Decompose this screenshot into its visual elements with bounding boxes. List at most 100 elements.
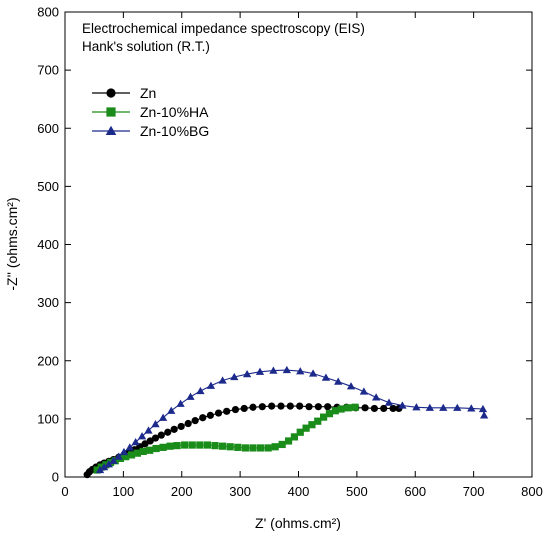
data-point	[361, 404, 369, 412]
data-point	[286, 402, 294, 410]
data-point	[296, 367, 305, 375]
data-point	[191, 417, 199, 425]
y-tick-label: 200	[37, 353, 59, 368]
axis-ticks: 0 100 200 300 400 500 600 700 800 0 100 200 300 400 50…	[37, 5, 543, 500]
data-point	[308, 369, 318, 377]
legend-label: Zn	[140, 85, 156, 101]
data-point	[412, 403, 421, 411]
data-point	[240, 404, 248, 413]
annotation-line-1: Electrochemical impedance spectroscopy (…	[82, 21, 365, 36]
data-point	[308, 421, 316, 429]
data-point	[157, 431, 165, 439]
data-point	[249, 403, 257, 411]
data-point	[219, 442, 227, 450]
data-point	[453, 403, 462, 411]
data-point	[196, 441, 204, 449]
data-point	[344, 404, 352, 412]
data-point	[296, 402, 304, 410]
data-point	[223, 407, 231, 415]
data-point	[125, 443, 134, 451]
data-point	[211, 442, 219, 450]
x-tick-label: 800	[521, 484, 543, 499]
data-point	[152, 444, 160, 453]
data-point	[158, 413, 168, 421]
data-point	[99, 462, 109, 471]
y-tick-label: 800	[37, 5, 59, 20]
legend-entry: Zn-10%HA	[92, 104, 209, 120]
data-point	[139, 447, 147, 456]
data-point	[425, 403, 434, 411]
series-layer	[83, 365, 489, 479]
data-point	[119, 447, 129, 456]
y-tick-label: 100	[37, 411, 59, 426]
data-point	[467, 404, 476, 412]
data-point	[389, 404, 397, 413]
data-point	[296, 428, 304, 436]
data-point	[230, 372, 239, 381]
data-point	[177, 422, 185, 431]
data-point	[351, 403, 359, 411]
data-point	[151, 419, 160, 428]
data-point	[133, 449, 141, 457]
data-point	[102, 461, 110, 469]
data-point	[268, 402, 276, 410]
y-tick-label: 500	[37, 179, 59, 194]
data-point	[176, 399, 185, 407]
data-point	[370, 404, 378, 413]
data-point	[186, 392, 195, 400]
data-point	[314, 417, 322, 425]
data-point	[320, 413, 328, 421]
data-point	[380, 404, 388, 413]
data-point	[97, 463, 105, 471]
x-tick-label: 200	[171, 484, 193, 499]
data-point	[218, 376, 227, 384]
x-axis-title: Z' (ohms.cm²)	[255, 515, 341, 531]
data-point	[181, 441, 189, 449]
data-point	[256, 444, 265, 452]
annotation-line-2: Hank's solution (R.T.)	[82, 39, 210, 54]
data-point	[127, 451, 136, 459]
y-tick-label: 700	[37, 63, 59, 78]
data-point	[264, 444, 272, 452]
x-tick-label: 700	[463, 484, 485, 499]
data-point	[93, 466, 101, 474]
series-zn-10-bg	[95, 365, 489, 474]
data-point	[231, 405, 240, 414]
data-point	[167, 406, 176, 414]
data-point	[104, 460, 113, 468]
series-line	[86, 405, 399, 476]
data-point	[173, 442, 181, 450]
data-point	[203, 441, 212, 449]
data-point	[122, 453, 130, 461]
data-point	[95, 465, 105, 474]
data-point	[479, 411, 489, 419]
x-tick-label: 500	[346, 484, 368, 499]
data-point	[302, 424, 310, 432]
data-point	[324, 403, 332, 411]
data-point	[137, 432, 147, 440]
data-point	[478, 404, 488, 413]
data-point	[439, 403, 448, 411]
data-point	[346, 382, 356, 390]
data-point	[398, 401, 407, 409]
data-point	[146, 446, 154, 454]
data-point	[314, 403, 322, 411]
legend-label: Zn-10%BG	[140, 123, 209, 139]
data-point	[199, 414, 207, 422]
data-point	[334, 377, 343, 385]
data-point	[214, 409, 223, 417]
data-point	[184, 419, 192, 428]
legend-label: Zn-10%HA	[140, 104, 209, 120]
x-tick-label: 0	[61, 484, 68, 499]
data-point	[141, 440, 149, 448]
data-point	[106, 107, 116, 117]
y-tick-label: 300	[37, 295, 59, 310]
data-point	[277, 402, 285, 410]
data-point	[170, 425, 178, 433]
data-point	[106, 88, 116, 98]
data-point	[241, 444, 249, 452]
legend-entry: Zn-10%BG	[92, 123, 209, 139]
data-point	[109, 456, 118, 464]
data-point	[282, 365, 291, 374]
